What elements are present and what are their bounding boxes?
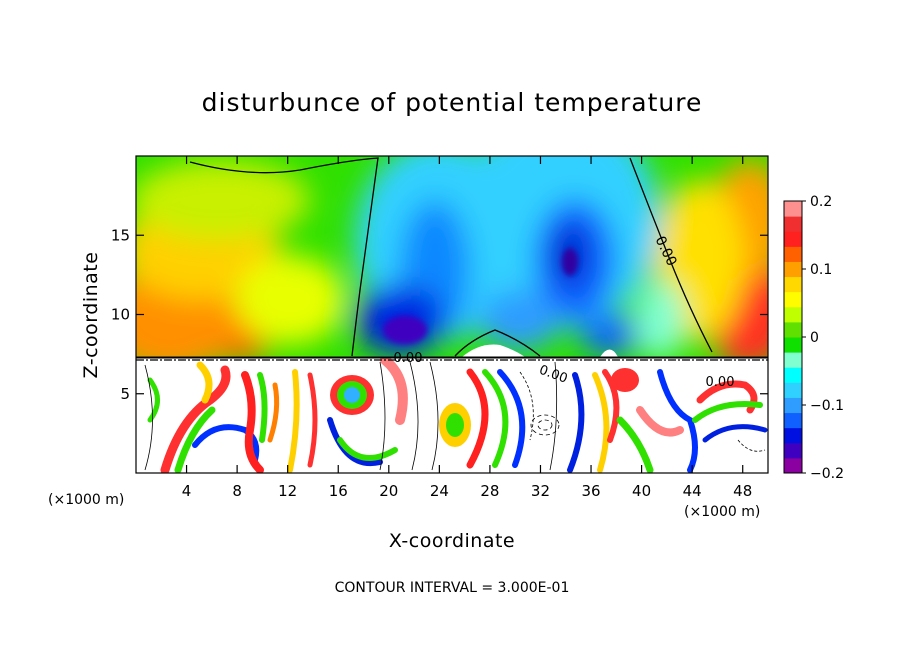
colorbar-tick-label: −0.2 (810, 466, 844, 482)
colorbar-swatch (784, 276, 802, 293)
x-tick-label: 12 (278, 482, 297, 500)
colorbar-swatch (784, 367, 802, 383)
colorbar-tick-label: 0.1 (810, 262, 832, 278)
colorbar-swatch (784, 321, 802, 338)
colorbar-swatch (784, 412, 802, 429)
x-tick-label: 16 (329, 482, 348, 500)
y-axis-label: Z-coordinate (80, 252, 102, 379)
colorbar-swatch (784, 397, 802, 414)
x-tick-label: 24 (430, 482, 449, 500)
x-tick-label: 40 (632, 482, 651, 500)
plot-area: 0.00 0.00 0.00 0.00 (135, 155, 769, 474)
x-tick-label: 28 (480, 482, 499, 500)
colorbar-swatch (784, 352, 802, 368)
colorbar-swatch (784, 216, 802, 232)
x-unit-right: (×1000 m) (684, 504, 760, 520)
x-tick-label: 4 (182, 482, 192, 500)
colorbar-swatch (784, 231, 802, 247)
x-unit-left: (×1000 m) (48, 492, 124, 508)
colorbar-tick-label: 0.2 (810, 194, 832, 210)
colorbar: 0.2 0.1 0 −0.1 −0.2 (783, 194, 844, 482)
y-axis: 5 10 15 (111, 226, 768, 403)
y-tick-label: 15 (111, 226, 130, 244)
colorbar-swatch (784, 382, 802, 398)
colorbar-swatch (784, 442, 802, 459)
x-axis-label: X-coordinate (389, 530, 515, 552)
colorbar-swatch (784, 306, 802, 323)
x-tick-label: 8 (232, 482, 242, 500)
colorbar-swatch (784, 427, 802, 444)
colorbar-tick-label: 0 (810, 330, 819, 346)
x-tick-label: 44 (683, 482, 702, 500)
x-tick-label: 36 (581, 482, 600, 500)
colorbar-swatch (784, 457, 802, 474)
x-axis: 4 8 12 16 20 24 28 32 36 40 44 48 (182, 156, 752, 500)
colorbar-swatch (784, 291, 802, 308)
x-tick-label: 20 (379, 482, 398, 500)
colorbar-swatch (784, 246, 802, 262)
colorbar-swatch (784, 201, 802, 217)
chart-title: disturbunce of potential temperature (202, 88, 703, 117)
x-tick-label: 48 (733, 482, 752, 500)
contour-label: 0.00 (394, 351, 423, 366)
colorbar-tick-label: −0.1 (810, 398, 844, 414)
colorbar-swatch (784, 337, 802, 353)
x-tick-label: 32 (531, 482, 550, 500)
colorbar-swatch (784, 261, 802, 278)
contour-interval-note: CONTOUR INTERVAL = 3.000E-01 (335, 580, 570, 596)
y-tick-label: 10 (111, 306, 130, 324)
y-tick-label: 5 (120, 385, 130, 403)
contour-label: 0.00 (706, 375, 735, 390)
